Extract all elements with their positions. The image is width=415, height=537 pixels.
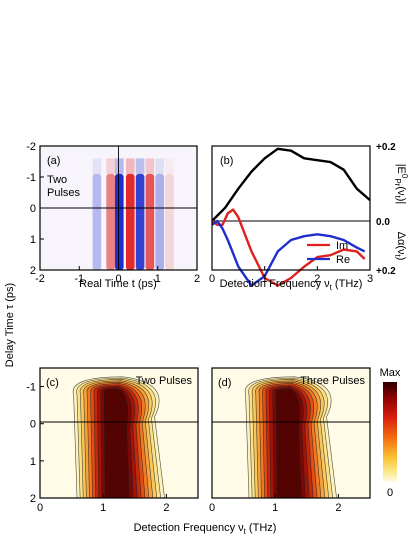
heatmap-contour-10 (103, 388, 130, 498)
panel-a-annotation: Two Pulses (47, 174, 81, 199)
fringe-fade-1 (106, 158, 115, 174)
fringe-4 (135, 173, 145, 270)
panel-a-xtick-label: 0 (115, 273, 121, 285)
panel-b-xtick-label: 0 (209, 273, 215, 285)
panel-b-xtick-label: 3 (367, 273, 373, 285)
fringe-2 (114, 173, 124, 270)
panel-d-title: Three Pulses (300, 375, 365, 387)
panel-d-ticks: 0 1 2 (209, 494, 341, 514)
panel-a-xtick-label: -2 (35, 273, 45, 285)
panel-a-xtick-label: -1 (74, 273, 84, 285)
panel-a-ytick-label: -1 (26, 172, 36, 184)
heatmap-xtick-label: 2 (163, 502, 169, 514)
panel-d-heatmap (212, 368, 370, 498)
panel-a-ytick-label: -2 (26, 141, 36, 153)
fringe-6 (155, 173, 165, 270)
panel-b: 0 1 2 3 (b) Im Re Detection Frequency νt (T… (209, 142, 409, 292)
series-line-Re (211, 219, 366, 287)
fringe-5 (145, 173, 155, 270)
fringe-3 (125, 173, 135, 270)
panel-c: 0 1 2 -1 0 1 2 (c) Two Pulses (26, 367, 199, 514)
colorbar-min-label: 0 (387, 487, 393, 499)
fringe-fade-7 (165, 158, 174, 174)
fringe-fade-2 (114, 158, 124, 174)
legend-re-label: Re (336, 254, 350, 266)
panel-b-xlabel: Detection Frequency νt (THz) (220, 278, 363, 292)
fringe-0 (92, 173, 102, 270)
fringe-1 (106, 173, 115, 270)
heatmap-xtick-label: 1 (100, 502, 106, 514)
heatmap-xtick-label: 0 (37, 502, 43, 514)
heatmap-xtick-label: 2 (335, 502, 341, 514)
panel-b-label: (b) (220, 155, 233, 167)
panel-a-xtick-label: 1 (155, 273, 161, 285)
fringe-7 (165, 173, 174, 270)
series-line-Im (211, 208, 366, 287)
panel-c-label: (c) (46, 377, 59, 389)
colorbar: Max 0 (380, 367, 401, 499)
panel-a-label: (a) (47, 155, 60, 167)
panel-b-ylabel-bottom: Δα(νt) (393, 232, 407, 261)
panel-a-xlabel: Real Time t (ps) (79, 278, 157, 290)
panel-a-ytick-label: 0 (30, 203, 36, 215)
panel-b-lines (211, 147, 371, 287)
panel-b-ticks: 0 1 2 3 (209, 266, 373, 285)
panel-b-ylabel-top: |E0Pr(νt)| (393, 164, 409, 205)
fringe-fade-3 (125, 158, 135, 174)
panel-b-legend: Im Re (307, 240, 350, 266)
series-line-magnitude (211, 147, 371, 222)
panel-d-frame (211, 367, 371, 499)
panel-c-heatmap (40, 368, 198, 498)
heatmap-contour-10 (275, 388, 302, 498)
panel-a-ytick-label: 1 (30, 234, 36, 246)
panel-d: 0 1 2 (d) Three Pulses (209, 367, 371, 514)
heatmap-ytick-label: 2 (30, 493, 36, 505)
colorbar-max-label: Max (380, 367, 401, 379)
heatmap-ytick-label: -1 (26, 382, 36, 394)
panel-b-right-tick-bottom: +0.2 (376, 266, 396, 277)
panel-b-right-tick-mid: 0.0 (376, 217, 390, 228)
heatmap-ytick-label: 1 (30, 456, 36, 468)
panel-d-label: (d) (218, 377, 231, 389)
panel-c-title: Two Pulses (136, 375, 193, 387)
legend-im-label: Im (336, 240, 348, 252)
panel-b-xtick-label: 1 (262, 273, 268, 285)
shared-ylabel: Delay Time τ (ps) (4, 283, 16, 367)
bottom-xlabel: Detection Frequency νt (THz) (134, 522, 277, 536)
heatmap-ytick-label: 0 (30, 419, 36, 431)
panel-a-xtick-label: 2 (194, 273, 200, 285)
panel-b-frame (211, 145, 371, 271)
heatmap-xtick-label: 0 (209, 502, 215, 514)
panel-a-ytick-label: 2 (30, 265, 36, 277)
colorbar-gradient (383, 382, 397, 482)
panel-b-right-tick-top: +0.2 (376, 142, 396, 153)
panel-b-xtick-label: 2 (314, 273, 320, 285)
fringe-fade-5 (145, 158, 155, 174)
fringe-fade-6 (155, 158, 165, 174)
panel-c-ticks: 0 1 2 -1 0 1 2 (26, 382, 169, 514)
fringe-fade-4 (135, 158, 145, 174)
panel-c-frame (39, 367, 199, 499)
heatmap-xtick-label: 1 (272, 502, 278, 514)
fringe-fade-0 (92, 158, 102, 174)
panel-a-fringes (92, 158, 174, 270)
